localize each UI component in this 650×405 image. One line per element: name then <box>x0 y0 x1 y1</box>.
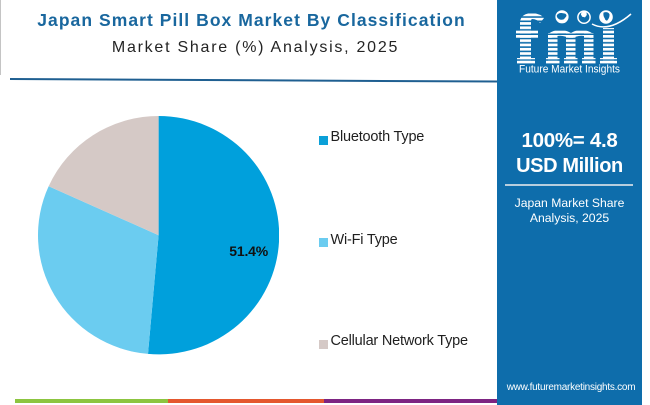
svg-text:Future Market Insights: Future Market Insights <box>519 64 621 76</box>
